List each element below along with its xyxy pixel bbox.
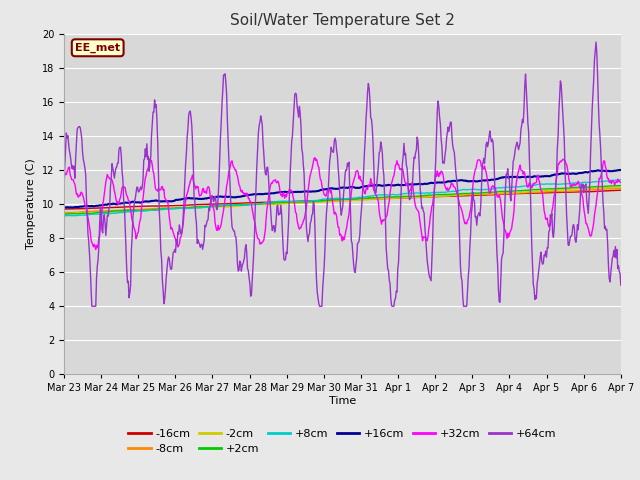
+16cm [128,199,136,204]
+2cm [184,205,192,211]
-2cm [214,204,221,210]
Line: +2cm: +2cm [64,185,621,214]
+16cm [60,204,68,210]
+64cm [185,112,193,118]
-8cm [184,204,192,210]
-2cm [426,194,434,200]
+8cm [184,205,192,211]
+16cm [185,195,193,201]
X-axis label: Time: Time [329,396,356,406]
-2cm [60,212,68,217]
+32cm [412,204,419,209]
Text: EE_met: EE_met [75,43,120,53]
-16cm [184,202,192,208]
-2cm [127,209,135,215]
+8cm [616,177,623,183]
+8cm [617,177,625,183]
-2cm [184,205,192,211]
+2cm [410,193,418,199]
+2cm [60,211,68,217]
-16cm [410,194,418,200]
+32cm [128,218,136,224]
Legend: -16cm, -8cm, -2cm, +2cm, +8cm, +16cm, +32cm, +64cm: -16cm, -8cm, -2cm, +2cm, +8cm, +16cm, +3… [124,424,561,459]
-8cm [617,186,625,192]
+32cm [70,180,78,185]
+64cm [617,282,625,288]
-16cm [60,206,68,212]
Line: +8cm: +8cm [64,180,621,216]
-16cm [214,201,221,207]
+32cm [214,222,222,228]
-16cm [70,206,78,212]
+32cm [311,155,319,160]
-8cm [127,207,135,213]
+32cm [92,247,100,252]
+64cm [70,164,78,169]
Line: +16cm: +16cm [64,170,621,207]
+8cm [70,213,78,218]
+32cm [60,171,68,177]
+8cm [214,203,221,209]
+64cm [214,195,222,201]
+32cm [428,204,436,209]
Line: +32cm: +32cm [64,157,621,250]
+32cm [185,184,193,190]
-2cm [70,211,78,216]
-16cm [426,194,434,200]
-8cm [60,210,68,216]
+2cm [127,207,135,213]
-2cm [614,184,621,190]
+16cm [214,193,222,199]
+16cm [411,181,419,187]
-16cm [127,204,135,210]
+32cm [617,180,625,185]
+8cm [127,209,135,215]
+16cm [71,204,79,210]
-2cm [617,184,625,190]
+2cm [70,211,78,216]
-16cm [617,187,625,193]
+8cm [426,190,434,196]
+2cm [617,182,625,188]
Line: +64cm: +64cm [64,42,621,306]
+64cm [428,278,435,284]
+2cm [214,204,221,209]
Y-axis label: Temperature (C): Temperature (C) [26,158,36,250]
Title: Soil/Water Temperature Set 2: Soil/Water Temperature Set 2 [230,13,455,28]
-8cm [70,209,78,215]
+16cm [617,167,625,173]
+8cm [60,213,68,219]
-8cm [214,203,221,209]
+64cm [411,156,419,161]
+8cm [410,191,418,196]
-8cm [410,195,418,201]
Line: -2cm: -2cm [64,187,621,215]
-8cm [426,194,434,200]
Line: -8cm: -8cm [64,189,621,213]
Line: -16cm: -16cm [64,190,621,209]
+64cm [592,39,600,45]
+64cm [128,234,136,240]
+64cm [88,303,96,309]
+16cm [61,204,68,210]
+64cm [60,186,68,192]
+16cm [428,180,435,186]
-2cm [410,194,418,200]
+2cm [426,192,434,198]
